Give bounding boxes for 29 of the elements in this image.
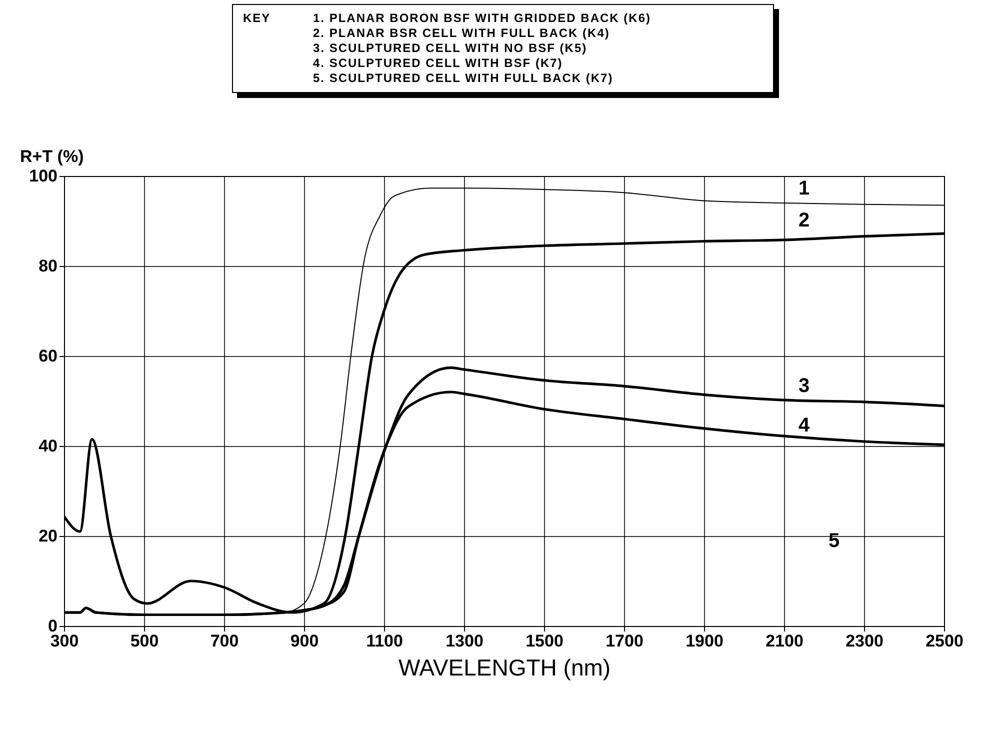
series-label: 1 bbox=[798, 177, 810, 200]
x-tick-label: 1500 bbox=[526, 632, 564, 650]
y-axis-title: R+T (%) bbox=[20, 147, 84, 166]
legend-title: KEY bbox=[243, 11, 272, 27]
x-tick-label: 2100 bbox=[766, 632, 804, 650]
text: 2. PLANAR BSR CELL WITH FULL BACK (K4) bbox=[313, 26, 611, 41]
x-tick-label: 1900 bbox=[686, 632, 724, 650]
series-label: 3 bbox=[798, 374, 810, 397]
y-tick-label: 60 bbox=[38, 346, 58, 366]
x-tick-label: 500 bbox=[130, 632, 159, 650]
text: 4. SCULPTURED CELL WITH BSF (K7) bbox=[313, 56, 564, 71]
x-tick-label: 2500 bbox=[926, 632, 964, 650]
x-tick-label: 1100 bbox=[366, 632, 403, 650]
y-tick-label: 80 bbox=[38, 256, 58, 276]
x-tick-label: 900 bbox=[290, 632, 319, 650]
text: 3. SCULPTURED CELL WITH NO BSF (K5) bbox=[313, 41, 588, 56]
x-tick-label: 1300 bbox=[446, 632, 484, 650]
annotation: 5 bbox=[828, 530, 840, 552]
x-axis-title: WAVELENGTH (nm) bbox=[398, 654, 611, 680]
series-label: 2 bbox=[798, 209, 810, 232]
y-tick-label: 20 bbox=[38, 526, 58, 546]
x-tick-label: 1700 bbox=[606, 632, 644, 650]
text: 5. SCULPTURED CELL WITH FULL BACK (K7) bbox=[313, 71, 614, 86]
y-tick-label: 40 bbox=[38, 436, 58, 456]
y-tick-label: 100 bbox=[29, 166, 58, 186]
series-label: 4 bbox=[798, 414, 810, 436]
text: 1. PLANAR BORON BSF WITH GRIDDED BACK (K6) bbox=[313, 11, 651, 26]
x-tick-label: 700 bbox=[210, 632, 239, 650]
x-tick-label: 2300 bbox=[846, 632, 884, 650]
